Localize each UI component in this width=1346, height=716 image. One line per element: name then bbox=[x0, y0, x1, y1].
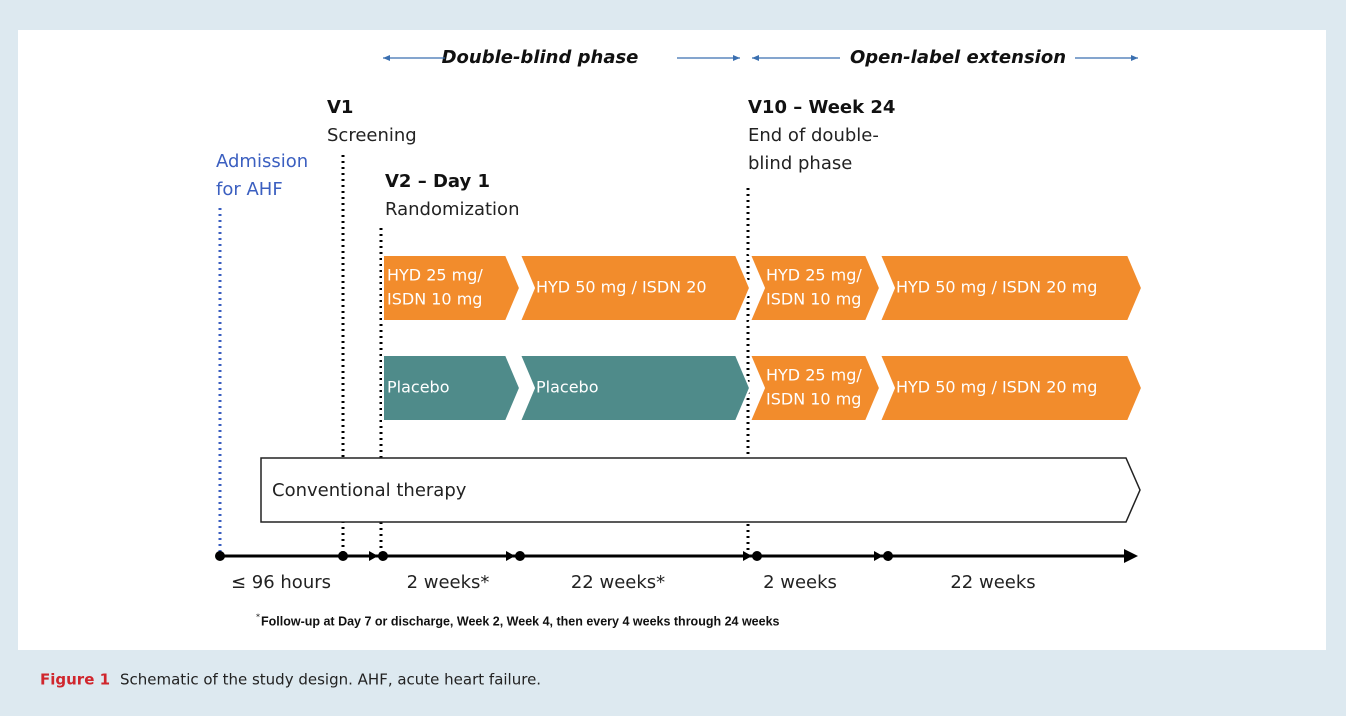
arm-segment bbox=[518, 254, 752, 322]
arm-segment bbox=[382, 254, 522, 322]
caption-text: Schematic of the study design. AHF, acut… bbox=[120, 671, 541, 689]
arm-segment-label: HYD 50 mg / ISDN 20 mg bbox=[896, 278, 1097, 297]
timeline-tick-arrow bbox=[743, 551, 752, 561]
footnote: Follow-up at Day 7 or discharge, Week 2,… bbox=[261, 614, 780, 628]
arm-segment-label: HYD 25 mg/ bbox=[766, 366, 862, 385]
visit-label: V1 bbox=[327, 97, 353, 118]
timeline-dot bbox=[515, 551, 525, 561]
diagram: Double-blind phase Open-label extension Ad… bbox=[215, 47, 1144, 628]
visit-label: V2 – Day 1 bbox=[385, 171, 490, 192]
phase-arrow-head bbox=[733, 55, 740, 61]
arm-segment-label: Placebo bbox=[536, 378, 598, 397]
timeline-arrow bbox=[1124, 549, 1138, 563]
arm-segment-label: ISDN 10 mg bbox=[387, 290, 482, 309]
interval-label: 2 weeks* bbox=[407, 572, 490, 593]
caption-label: Figure 1 bbox=[40, 671, 110, 689]
arm-segment-label: Placebo bbox=[387, 378, 449, 397]
arm-segment-label: HYD 50 mg / ISDN 20 bbox=[536, 278, 707, 297]
visit-description: End of double- bbox=[748, 125, 879, 146]
conventional-therapy-box bbox=[260, 457, 1141, 523]
timeline-tick-arrow bbox=[874, 551, 883, 561]
phase-title: Double-blind phase bbox=[442, 47, 639, 68]
phase-arrow-head bbox=[383, 55, 390, 61]
conventional-therapy-label: Conventional therapy bbox=[272, 480, 467, 501]
arm-segment-label: HYD 25 mg/ bbox=[387, 266, 483, 285]
arm-segment bbox=[382, 354, 522, 422]
phase-title: Open-label extension bbox=[850, 47, 1066, 68]
arm-segment-label: HYD 25 mg/ bbox=[766, 266, 862, 285]
phase-arrow-head bbox=[1131, 55, 1138, 61]
arm-segment bbox=[748, 354, 882, 422]
timeline-dot bbox=[752, 551, 762, 561]
arm-segment bbox=[878, 354, 1144, 422]
arm-segment-label: ISDN 10 mg bbox=[766, 290, 861, 309]
timeline-dot bbox=[883, 551, 893, 561]
interval-label: ≤ 96 hours bbox=[231, 572, 331, 593]
admission-label: Admission bbox=[216, 151, 308, 172]
timeline-dot bbox=[215, 551, 225, 561]
visit-description: blind phase bbox=[748, 153, 852, 174]
interval-label: 22 weeks bbox=[950, 572, 1035, 593]
arm-segment bbox=[748, 254, 882, 322]
timeline-dot bbox=[338, 551, 348, 561]
visit-description: Screening bbox=[327, 125, 417, 146]
visit-description: Randomization bbox=[385, 199, 519, 220]
timeline-tick-arrow bbox=[369, 551, 378, 561]
admission-label: for AHF bbox=[216, 179, 283, 200]
figure-panel bbox=[18, 30, 1326, 650]
timeline-tick-arrow bbox=[506, 551, 515, 561]
arm-segment-label: HYD 50 mg / ISDN 20 mg bbox=[896, 378, 1097, 397]
arm-segment bbox=[878, 254, 1144, 322]
arm-segment-label: ISDN 10 mg bbox=[766, 390, 861, 409]
arm-segment bbox=[518, 354, 752, 422]
phase-arrow-head bbox=[752, 55, 759, 61]
visit-label: V10 – Week 24 bbox=[748, 97, 895, 118]
interval-label: 22 weeks* bbox=[571, 572, 665, 593]
interval-label: 2 weeks bbox=[763, 572, 837, 593]
timeline-dot bbox=[378, 551, 388, 561]
footnote-mark: * bbox=[256, 613, 260, 622]
